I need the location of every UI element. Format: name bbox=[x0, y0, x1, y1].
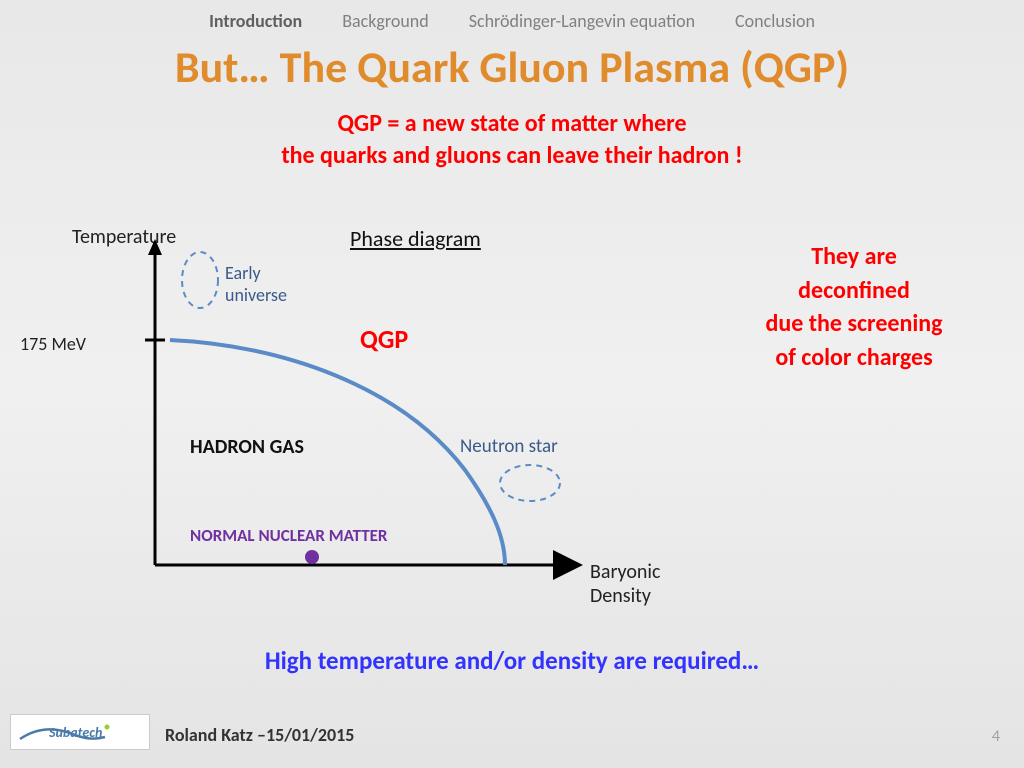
nav-conclusion[interactable]: Conclusion bbox=[735, 10, 815, 32]
footer-author: Roland Katz –15/01/2015 bbox=[165, 724, 354, 746]
nav-tabs: Introduction Background Schrödinger-Lang… bbox=[0, 0, 1024, 32]
x-axis-label: Baryonic Density bbox=[590, 560, 700, 608]
nav-introduction[interactable]: Introduction bbox=[209, 10, 302, 32]
subtitle-line-2: the quarks and gluons can leave their ha… bbox=[0, 140, 1024, 172]
sidenote: They are deconfined due the screening of… bbox=[724, 240, 984, 374]
qgp-region-label: QGP bbox=[360, 323, 408, 355]
subatech-logo: Subatech bbox=[10, 714, 150, 750]
slide-subtitle: QGP = a new state of matter where the qu… bbox=[0, 108, 1024, 173]
y-axis-arrow bbox=[148, 239, 162, 255]
phase-diagram: Temperature Phase diagram 175 MeV Early … bbox=[60, 225, 700, 605]
neutron-star-marker bbox=[500, 465, 560, 501]
bottom-note: High temperature and/or density are requ… bbox=[0, 645, 1024, 676]
nav-background[interactable]: Background bbox=[342, 10, 429, 32]
early-universe-label: Early universe bbox=[225, 263, 287, 306]
hadron-gas-label: HADRON GAS bbox=[190, 435, 304, 459]
sidenote-l4: of color charges bbox=[724, 341, 984, 375]
nav-schrodinger[interactable]: Schrödinger-Langevin equation bbox=[469, 10, 695, 32]
subtitle-line-1: QGP = a new state of matter where bbox=[0, 108, 1024, 140]
neutron-star-label: Neutron star bbox=[460, 435, 558, 458]
sidenote-l3: due the screening bbox=[724, 307, 984, 341]
slide-title: But… The Quark Gluon Plasma (QGP) bbox=[0, 40, 1024, 94]
sidenote-l1: They are bbox=[724, 240, 984, 274]
nuclear-matter-dot bbox=[305, 550, 319, 564]
sidenote-l2: deconfined bbox=[724, 274, 984, 308]
nuclear-matter-label: NORMAL NUCLEAR MATTER bbox=[190, 525, 387, 546]
early-universe-marker bbox=[182, 252, 218, 308]
page-number: 4 bbox=[992, 727, 1000, 746]
phase-diagram-svg bbox=[60, 225, 700, 605]
